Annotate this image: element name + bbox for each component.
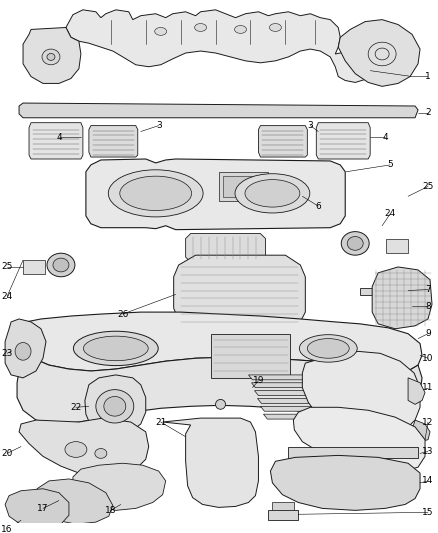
Polygon shape: [89, 126, 138, 157]
Ellipse shape: [104, 397, 126, 416]
Text: 23: 23: [1, 349, 13, 358]
Bar: [288, 447, 418, 458]
Ellipse shape: [194, 23, 207, 31]
Ellipse shape: [47, 253, 75, 277]
Ellipse shape: [120, 176, 191, 211]
Text: 14: 14: [422, 477, 434, 486]
Polygon shape: [251, 383, 330, 387]
Ellipse shape: [299, 335, 357, 362]
Polygon shape: [5, 319, 46, 378]
Text: 3: 3: [307, 121, 313, 130]
Text: 4: 4: [56, 133, 62, 142]
Text: 24: 24: [385, 209, 396, 219]
Ellipse shape: [42, 49, 60, 65]
Polygon shape: [186, 233, 265, 262]
Text: 3: 3: [156, 121, 162, 130]
Bar: [360, 288, 408, 295]
Polygon shape: [412, 420, 430, 442]
Text: 9: 9: [425, 329, 431, 338]
Polygon shape: [19, 103, 418, 118]
Polygon shape: [372, 267, 432, 329]
Ellipse shape: [245, 180, 300, 207]
Ellipse shape: [234, 26, 247, 34]
Ellipse shape: [341, 232, 369, 255]
Text: 1: 1: [425, 72, 431, 81]
Polygon shape: [73, 463, 166, 511]
Text: 12: 12: [422, 417, 434, 426]
Polygon shape: [5, 489, 69, 528]
Ellipse shape: [347, 237, 363, 251]
Polygon shape: [270, 455, 420, 511]
Polygon shape: [316, 123, 370, 159]
Text: 4: 4: [382, 133, 388, 142]
Text: 7: 7: [425, 285, 431, 294]
Bar: [223, 176, 265, 197]
Bar: [268, 511, 298, 520]
Polygon shape: [17, 337, 422, 424]
Bar: [386, 239, 408, 253]
Ellipse shape: [53, 258, 69, 272]
Polygon shape: [29, 123, 83, 159]
Text: 11: 11: [422, 383, 434, 392]
Polygon shape: [23, 28, 81, 84]
Polygon shape: [66, 10, 378, 83]
Polygon shape: [338, 20, 420, 86]
Text: 26: 26: [117, 310, 128, 319]
Ellipse shape: [108, 170, 203, 217]
Text: 22: 22: [70, 403, 81, 412]
Text: 17: 17: [37, 504, 49, 513]
Text: 18: 18: [105, 506, 117, 515]
Text: 21: 21: [155, 417, 166, 426]
Polygon shape: [162, 418, 258, 507]
Bar: [272, 503, 294, 511]
Polygon shape: [35, 479, 113, 524]
Bar: [219, 172, 268, 201]
Bar: [211, 334, 290, 378]
Ellipse shape: [235, 174, 310, 213]
Polygon shape: [261, 406, 324, 411]
Ellipse shape: [74, 331, 158, 366]
Polygon shape: [173, 255, 305, 328]
Ellipse shape: [96, 390, 134, 423]
Text: 25: 25: [422, 182, 434, 191]
Polygon shape: [302, 351, 420, 438]
Ellipse shape: [215, 399, 226, 409]
Polygon shape: [293, 407, 425, 471]
Polygon shape: [85, 375, 146, 437]
Text: 5: 5: [387, 160, 393, 169]
Ellipse shape: [15, 343, 31, 360]
Text: 19: 19: [253, 376, 264, 385]
Text: 8: 8: [425, 302, 431, 311]
Text: 15: 15: [422, 508, 434, 517]
Bar: [23, 260, 45, 274]
Polygon shape: [408, 378, 425, 405]
Polygon shape: [19, 418, 149, 477]
Ellipse shape: [83, 336, 148, 361]
Text: 20: 20: [1, 449, 13, 458]
Text: 13: 13: [422, 447, 434, 456]
Text: 6: 6: [315, 201, 321, 211]
Text: 16: 16: [1, 526, 13, 533]
Polygon shape: [258, 399, 326, 403]
Polygon shape: [258, 126, 307, 157]
Text: 2: 2: [425, 108, 431, 117]
Ellipse shape: [307, 338, 349, 358]
Text: 24: 24: [1, 292, 13, 301]
Ellipse shape: [269, 23, 281, 31]
Ellipse shape: [155, 28, 167, 35]
Ellipse shape: [47, 53, 55, 60]
Text: 25: 25: [1, 262, 13, 271]
Polygon shape: [19, 312, 422, 375]
Ellipse shape: [65, 442, 87, 457]
Polygon shape: [254, 391, 328, 395]
Ellipse shape: [95, 449, 107, 458]
Polygon shape: [263, 414, 322, 419]
Polygon shape: [86, 159, 345, 230]
Text: 10: 10: [422, 354, 434, 363]
Polygon shape: [248, 375, 332, 380]
